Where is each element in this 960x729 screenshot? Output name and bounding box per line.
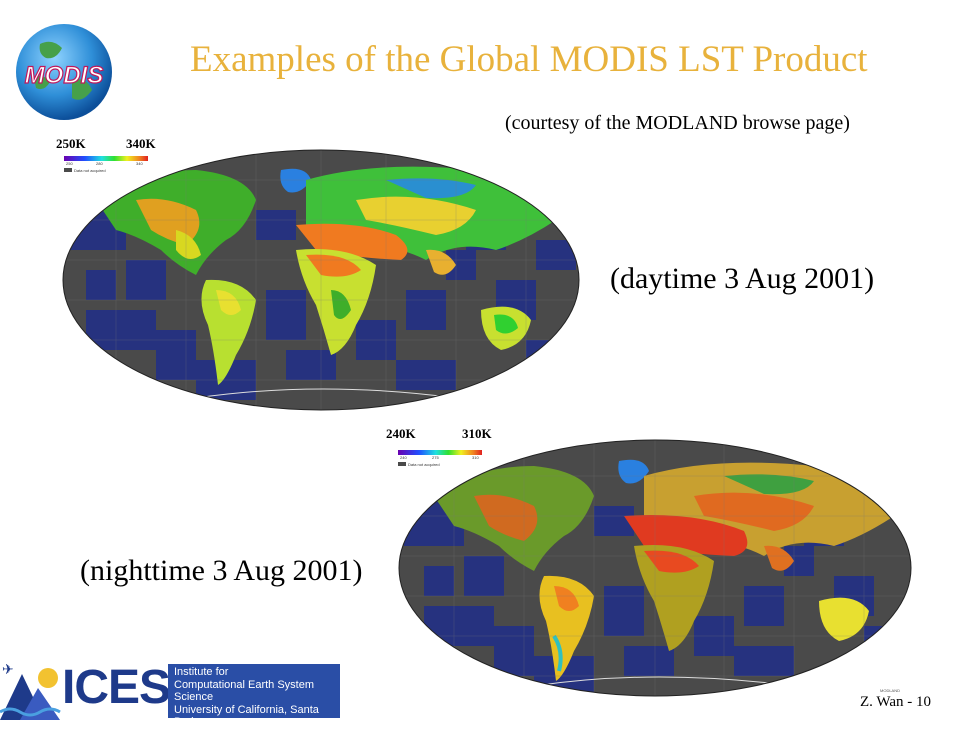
modis-logo: MODIS [12,20,116,124]
courtesy-note: (courtesy of the MODLAND browse page) [505,112,850,134]
institute-line-2: Computational Earth System Science [174,678,315,704]
daytime-scale-max: 340K [126,136,156,151]
modis-logo-text: MODIS [25,62,104,89]
institute-line-1: Institute for [174,666,229,678]
daytime-color-bar [64,156,148,161]
nighttime-tick-2: 275 [432,455,439,460]
nighttime-caption: (nighttime 3 Aug 2001) [80,554,363,587]
daytime-tick-1: 250 [66,161,73,166]
daytime-scale-min: 250K [56,136,86,151]
nighttime-scale-max: 310K [462,426,492,441]
nighttime-tick-3: 310 [472,455,479,460]
slide-signature: Z. Wan - 10 [860,694,932,710]
daytime-tick-2: 280 [96,161,103,166]
nighttime-lst-map [394,436,916,698]
slide-title: Examples of the Global MODIS LST Product [190,39,868,80]
daytime-tick-3: 340 [136,161,143,166]
institute-box: Institute for Computational Earth System… [168,664,340,728]
nighttime-legend-note: Data not acquired [408,462,440,467]
daytime-lst-map: 250K 340K 250 280 340 Data not acquired [56,136,586,412]
nighttime-color-bar [398,450,482,455]
institute-line-3: University of California, Santa Barbara [174,703,319,729]
nighttime-legend: 240K 310K 240 275 310 Data not acquired [386,426,492,482]
footer-tiny-text: MODLAND [880,688,901,693]
daytime-caption: (daytime 3 Aug 2001) [610,262,875,295]
svg-text:✈: ✈ [2,661,14,677]
nighttime-tick-1: 240 [400,455,407,460]
daytime-legend-note: Data not acquired [74,168,106,173]
nighttime-scale-min: 240K [386,426,416,441]
icess-footer: ✈ [0,660,350,720]
